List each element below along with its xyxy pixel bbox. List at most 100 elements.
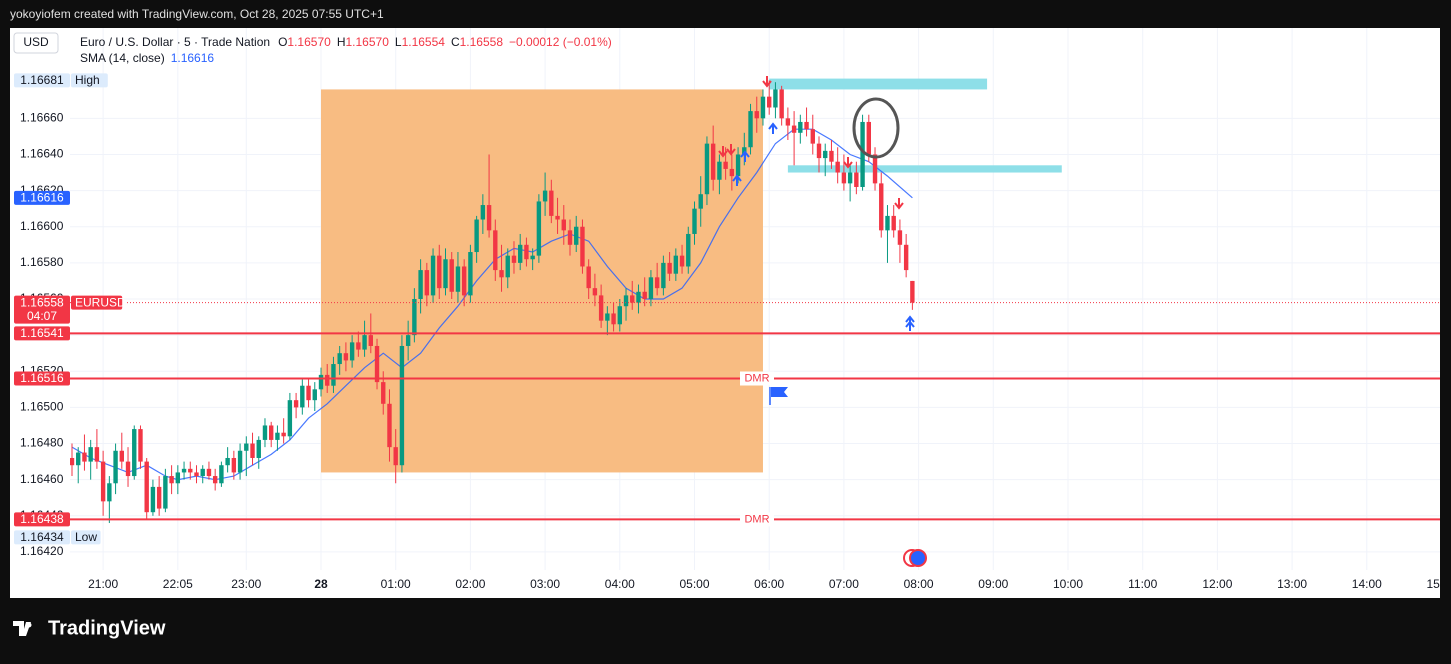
candle-body: [225, 457, 230, 466]
rectangle-drawing: [787, 165, 1062, 173]
candle-body: [667, 262, 672, 274]
candle-body: [244, 443, 249, 451]
event-icon[interactable]: [909, 549, 927, 567]
sma-line: [71, 128, 913, 481]
candle-body: [107, 483, 112, 502]
candle-body: [163, 476, 168, 509]
line-text: DMR: [744, 372, 769, 384]
candle-body: [424, 270, 430, 296]
price-label: 1.16434: [20, 530, 64, 544]
x-tick-label: 22:05: [163, 577, 193, 591]
candle-body: [760, 96, 766, 119]
candle-body: [219, 465, 224, 484]
candle-body: [368, 335, 373, 346]
x-tick-label: 03:00: [530, 577, 560, 591]
candle-body: [823, 150, 828, 159]
candle-body: [337, 353, 342, 365]
candle-body: [636, 291, 641, 303]
candle-body: [455, 266, 461, 292]
candle-body: [399, 345, 405, 466]
candle-body: [169, 476, 174, 484]
candle-body: [119, 450, 124, 462]
candle-body: [611, 313, 616, 325]
candle-body: [785, 118, 791, 126]
price-label-box: [14, 371, 70, 386]
candle-body: [82, 452, 87, 462]
candle-body: [561, 219, 566, 231]
candle-body: [281, 432, 286, 437]
candle-body: [710, 143, 716, 180]
rectangle-drawing: [769, 78, 988, 90]
candle-body: [381, 382, 386, 404]
x-tick-label: 21:00: [88, 577, 118, 591]
candle-body: [486, 205, 492, 231]
candles: [70, 80, 915, 524]
candle-body: [885, 215, 890, 231]
logo-icon: [13, 621, 31, 636]
x-tick-label: 15:00: [1426, 577, 1451, 591]
candle-body: [480, 205, 486, 220]
candle-body: [212, 476, 218, 484]
x-tick-label: 06:00: [754, 577, 784, 591]
x-tick-label: 09:00: [978, 577, 1008, 591]
candle-body: [374, 345, 380, 383]
candle-body: [206, 468, 212, 477]
candle-body: [262, 425, 268, 440]
candle-body: [661, 262, 666, 289]
candle-body: [648, 277, 654, 299]
annotations: [718, 76, 927, 567]
x-tick-label: 08:00: [904, 577, 934, 591]
change: −0.00012 (−0.01%): [509, 35, 612, 49]
x-tick-label: 04:00: [605, 577, 635, 591]
logo-icon: [26, 622, 32, 628]
y-tick-label: 1.16660: [20, 111, 64, 125]
candle-body: [816, 143, 822, 159]
y-tick-label: 1.16500: [20, 400, 64, 414]
candle-body: [835, 161, 840, 173]
candle-body: [275, 432, 280, 440]
y-tick-label: 1.16640: [20, 147, 64, 161]
candle-body: [250, 443, 255, 458]
candle-body: [387, 403, 392, 448]
flag: [771, 387, 788, 397]
currency[interactable]: USD: [23, 35, 49, 49]
candle-body: [729, 168, 735, 177]
candle-body: [704, 143, 710, 195]
price-label-box: [14, 530, 70, 545]
candle-body: [524, 244, 529, 260]
candle-body: [791, 125, 797, 133]
candle-body: [156, 486, 162, 509]
sell-arrow: [843, 157, 853, 169]
candle-body: [256, 439, 261, 458]
candle-body: [312, 389, 317, 401]
candle-body: [181, 468, 187, 473]
ohlc-key: L: [395, 35, 402, 49]
candle-body: [306, 385, 311, 401]
candle-body: [866, 121, 871, 155]
currency-button[interactable]: [13, 32, 59, 54]
x-tick-label: 12:00: [1202, 577, 1232, 591]
candle-body: [860, 121, 865, 187]
y-tick-label: 1.16600: [20, 219, 64, 233]
price-label-box: [14, 73, 70, 88]
sell-arrow: [718, 146, 728, 158]
price-tag: Low: [75, 530, 97, 544]
candle-body: [574, 226, 579, 245]
candle-body: [723, 161, 728, 169]
ohlc-value: 1.16570: [287, 35, 331, 49]
countdown: 04:07: [27, 309, 57, 323]
candle-body: [897, 230, 903, 245]
price-label: 1.16616: [20, 190, 64, 204]
x-tick-label: 23:00: [231, 577, 261, 591]
price-label-box: [14, 512, 70, 527]
x-tick-label: 01:00: [381, 577, 411, 591]
indicator-name: SMA (14, close): [80, 51, 165, 65]
candle-body: [194, 472, 199, 477]
candle-body: [362, 335, 367, 350]
candle-body: [804, 121, 809, 130]
candle-body: [144, 461, 149, 513]
y-tick-label: 1.16480: [20, 436, 64, 450]
candle-body: [686, 233, 691, 267]
ohlc-value: 1.16558: [460, 35, 504, 49]
candle-body: [113, 450, 118, 484]
